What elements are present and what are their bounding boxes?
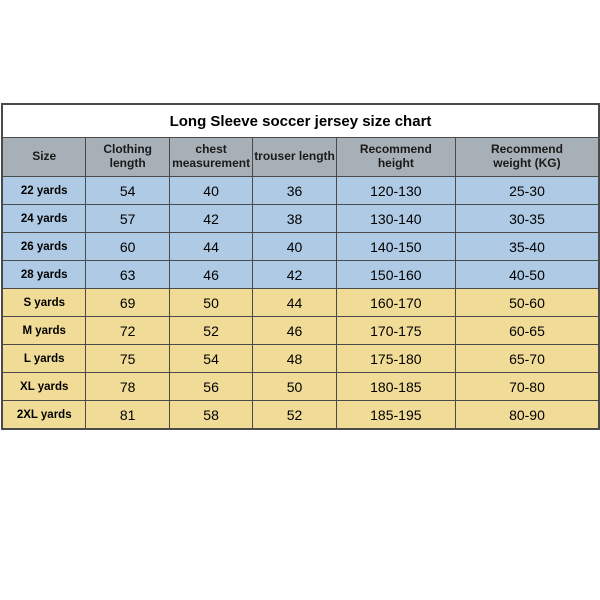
value-cell: 36 — [253, 177, 336, 205]
value-cell: 170-175 — [336, 317, 455, 345]
table-row: S yards695044160-17050-60 — [3, 289, 599, 317]
value-cell: 78 — [86, 373, 169, 401]
value-cell: 63 — [86, 261, 169, 289]
value-cell: 46 — [253, 317, 336, 345]
value-cell: 81 — [86, 401, 169, 429]
value-cell: 56 — [169, 373, 252, 401]
value-cell: 54 — [86, 177, 169, 205]
value-cell: 40 — [253, 233, 336, 261]
size-cell: S yards — [3, 289, 86, 317]
col-header: chest measurement — [169, 138, 252, 177]
size-cell: 26 yards — [3, 233, 86, 261]
table-row: 22 yards544036120-13025-30 — [3, 177, 599, 205]
value-cell: 65-70 — [455, 345, 598, 373]
value-cell: 175-180 — [336, 345, 455, 373]
value-cell: 50 — [169, 289, 252, 317]
value-cell: 75 — [86, 345, 169, 373]
value-cell: 140-150 — [336, 233, 455, 261]
value-cell: 50 — [253, 373, 336, 401]
value-cell: 54 — [169, 345, 252, 373]
value-cell: 185-195 — [336, 401, 455, 429]
value-cell: 46 — [169, 261, 252, 289]
canvas: Long Sleeve soccer jersey size chartSize… — [0, 0, 600, 600]
table-row: 24 yards574238130-14030-35 — [3, 205, 599, 233]
value-cell: 50-60 — [455, 289, 598, 317]
value-cell: 42 — [169, 205, 252, 233]
value-cell: 44 — [253, 289, 336, 317]
value-cell: 40-50 — [455, 261, 598, 289]
value-cell: 52 — [253, 401, 336, 429]
value-cell: 42 — [253, 261, 336, 289]
size-cell: XL yards — [3, 373, 86, 401]
value-cell: 120-130 — [336, 177, 455, 205]
table-row: L yards755448175-18065-70 — [3, 345, 599, 373]
size-cell: M yards — [3, 317, 86, 345]
col-header: trouser length — [253, 138, 336, 177]
value-cell: 150-160 — [336, 261, 455, 289]
value-cell: 35-40 — [455, 233, 598, 261]
table-row: 28 yards634642150-16040-50 — [3, 261, 599, 289]
col-header: Size — [3, 138, 86, 177]
col-header: Recommendweight (KG) — [455, 138, 598, 177]
size-cell: 24 yards — [3, 205, 86, 233]
value-cell: 48 — [253, 345, 336, 373]
value-cell: 57 — [86, 205, 169, 233]
value-cell: 180-185 — [336, 373, 455, 401]
value-cell: 60 — [86, 233, 169, 261]
header-row: SizeClothinglengthchest measurementtrous… — [3, 138, 599, 177]
table-row: 2XL yards815852185-19580-90 — [3, 401, 599, 429]
value-cell: 58 — [169, 401, 252, 429]
value-cell: 25-30 — [455, 177, 598, 205]
table-row: 26 yards604440140-15035-40 — [3, 233, 599, 261]
size-cell: 22 yards — [3, 177, 86, 205]
value-cell: 44 — [169, 233, 252, 261]
value-cell: 69 — [86, 289, 169, 317]
value-cell: 38 — [253, 205, 336, 233]
col-header: Recommendheight — [336, 138, 455, 177]
value-cell: 40 — [169, 177, 252, 205]
value-cell: 130-140 — [336, 205, 455, 233]
size-cell: 28 yards — [3, 261, 86, 289]
value-cell: 60-65 — [455, 317, 598, 345]
table-row: XL yards785650180-18570-80 — [3, 373, 599, 401]
value-cell: 52 — [169, 317, 252, 345]
value-cell: 160-170 — [336, 289, 455, 317]
size-cell: 2XL yards — [3, 401, 86, 429]
col-header: Clothinglength — [86, 138, 169, 177]
value-cell: 30-35 — [455, 205, 598, 233]
value-cell: 80-90 — [455, 401, 598, 429]
table-row: M yards725246170-17560-65 — [3, 317, 599, 345]
value-cell: 70-80 — [455, 373, 598, 401]
size-chart-table: Long Sleeve soccer jersey size chartSize… — [2, 104, 599, 429]
size-cell: L yards — [3, 345, 86, 373]
size-chart-container: Long Sleeve soccer jersey size chartSize… — [1, 103, 600, 430]
value-cell: 72 — [86, 317, 169, 345]
chart-title: Long Sleeve soccer jersey size chart — [3, 105, 599, 138]
